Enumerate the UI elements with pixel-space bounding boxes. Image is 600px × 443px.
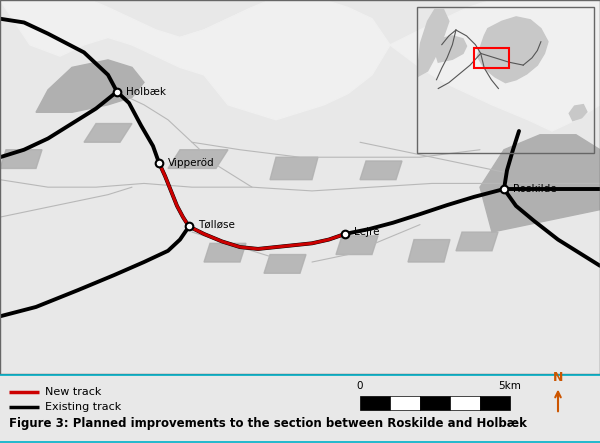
Polygon shape xyxy=(390,0,600,131)
Bar xyxy=(473,47,509,68)
Polygon shape xyxy=(168,150,228,168)
Text: Lejre: Lejre xyxy=(354,227,380,237)
Polygon shape xyxy=(456,232,498,251)
Polygon shape xyxy=(0,0,312,75)
Text: Holbæk: Holbæk xyxy=(126,87,166,97)
Text: Figure 3: Planned improvements to the section between Roskilde and Holbæk: Figure 3: Planned improvements to the se… xyxy=(9,417,527,430)
Polygon shape xyxy=(270,157,318,180)
Text: Tølløse: Tølløse xyxy=(198,220,235,229)
Polygon shape xyxy=(264,255,306,273)
Bar xyxy=(450,396,480,410)
Polygon shape xyxy=(36,60,144,113)
Text: N: N xyxy=(553,371,563,384)
Text: 0: 0 xyxy=(357,381,363,391)
Text: Roskilde: Roskilde xyxy=(513,184,557,194)
Polygon shape xyxy=(569,105,587,120)
Text: 5km: 5km xyxy=(499,381,521,391)
Text: Existing track: Existing track xyxy=(45,402,121,412)
Bar xyxy=(480,396,510,410)
Polygon shape xyxy=(408,240,450,262)
Polygon shape xyxy=(180,0,390,120)
Text: Vipperöd: Vipperöd xyxy=(168,158,215,168)
Polygon shape xyxy=(84,124,132,142)
Polygon shape xyxy=(360,161,402,180)
Polygon shape xyxy=(477,17,548,83)
Polygon shape xyxy=(0,150,42,168)
Polygon shape xyxy=(336,236,378,255)
Bar xyxy=(420,396,450,410)
Bar xyxy=(360,396,390,410)
Polygon shape xyxy=(204,243,246,262)
Text: New track: New track xyxy=(45,386,101,396)
Polygon shape xyxy=(434,36,467,62)
Polygon shape xyxy=(480,135,600,232)
Polygon shape xyxy=(417,10,449,77)
Bar xyxy=(390,396,420,410)
